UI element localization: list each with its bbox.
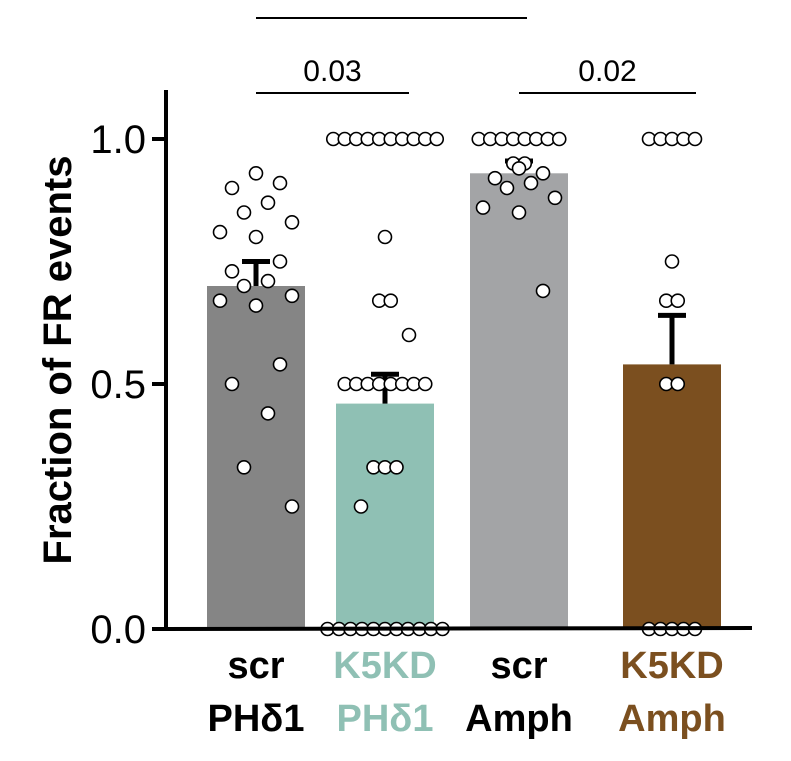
data-point (377, 229, 393, 245)
data-point (687, 131, 703, 147)
category-label-line2: PHδ1 (337, 698, 434, 740)
category-label-line2: Amph (465, 698, 573, 740)
data-point (284, 288, 300, 304)
data-point (535, 166, 551, 181)
bar-3 (623, 364, 721, 629)
data-point (224, 263, 240, 279)
data-point (272, 175, 288, 191)
data-point (236, 278, 252, 294)
category-label-line1: scr (490, 645, 547, 687)
data-point (284, 215, 300, 230)
data-point (212, 224, 228, 240)
y-axis-label: Fraction of FR events (36, 156, 80, 565)
data-point (260, 273, 276, 289)
data-point (284, 499, 300, 514)
data-point (389, 459, 404, 475)
data-point (487, 170, 503, 186)
category-label-line1: scr (227, 645, 284, 687)
comparisons-layer: 0.03 0.02 (256, 17, 696, 94)
data-point (670, 376, 686, 392)
data-point (429, 131, 445, 147)
category-label-line2: PHδ1 (208, 698, 305, 740)
data-point (236, 459, 252, 475)
data-point (664, 254, 680, 269)
p-value-label: 0.03 (303, 55, 361, 88)
error-bars-layer (242, 158, 686, 404)
data-point (670, 293, 686, 309)
data-point (248, 229, 264, 245)
category-label-line1: K5KD (333, 645, 436, 687)
data-point (417, 376, 433, 392)
data-point (535, 283, 551, 299)
data-point (523, 175, 539, 191)
data-point (353, 499, 369, 514)
category-labels-layer: scr PHδ1 K5KD PHδ1 scr Amph K5KD Amph (208, 645, 726, 740)
data-point (401, 327, 417, 343)
data-point (260, 195, 276, 210)
data-point (511, 161, 527, 176)
bars-layer (207, 173, 721, 630)
bar-2 (470, 173, 568, 630)
data-point (212, 293, 228, 309)
bar-0 (207, 286, 305, 629)
data-point (272, 254, 288, 269)
category-label-line1: K5KD (620, 645, 723, 687)
y-tick-label: 0.5 (90, 363, 146, 407)
data-point (272, 357, 288, 372)
data-point (236, 205, 252, 220)
data-point (511, 205, 527, 220)
data-point (224, 180, 240, 196)
p-value-label: 0.02 (578, 55, 636, 88)
y-tick-label: 0.0 (90, 608, 146, 652)
x-axis-line (163, 626, 753, 631)
data-point (224, 376, 240, 392)
data-point (383, 293, 399, 309)
data-point (248, 298, 264, 313)
axis-layer: 0.0 0.5 1.0 (90, 90, 753, 652)
data-point (547, 190, 563, 206)
category-label-line2: Amph (618, 698, 726, 740)
bar-1 (336, 403, 434, 629)
data-point (475, 200, 491, 215)
data-point (551, 131, 567, 147)
data-point (248, 166, 264, 181)
data-point (499, 180, 515, 196)
y-tick-label: 1.0 (90, 118, 146, 162)
data-point (260, 406, 276, 421)
